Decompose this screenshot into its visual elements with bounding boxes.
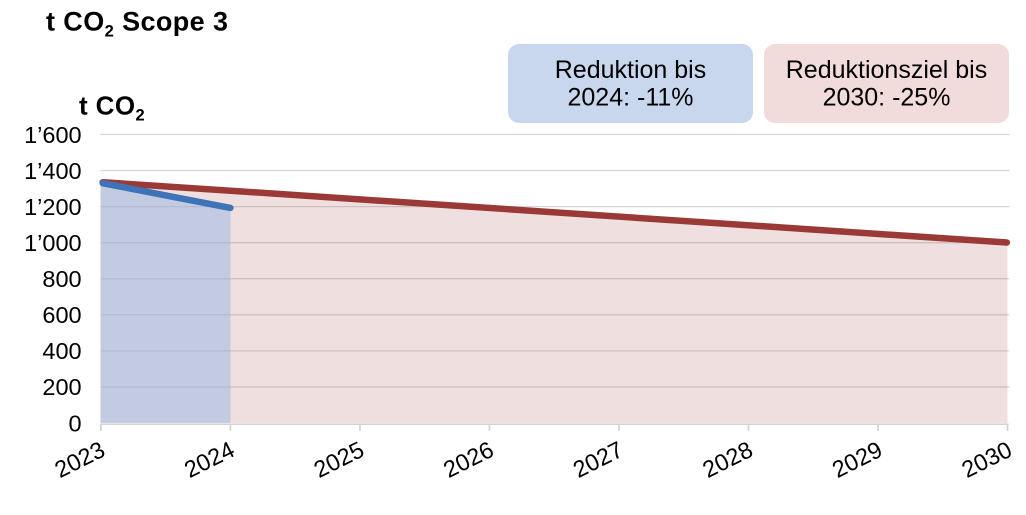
svg-text:t CO2: t CO2 — [79, 90, 145, 124]
svg-text:200: 200 — [42, 374, 81, 400]
svg-text:600: 600 — [42, 302, 81, 328]
svg-text:1’200: 1’200 — [24, 194, 82, 220]
svg-text:1’600: 1’600 — [24, 122, 82, 148]
svg-text:2024: -11%: 2024: -11% — [567, 84, 693, 112]
svg-text:800: 800 — [42, 266, 81, 292]
svg-text:1’000: 1’000 — [24, 230, 82, 256]
svg-text:0: 0 — [69, 410, 82, 436]
svg-text:400: 400 — [42, 338, 81, 364]
svg-text:2030: -25%: 2030: -25% — [823, 84, 951, 112]
svg-text:Reduktionsziel bis: Reduktionsziel bis — [786, 56, 988, 84]
svg-text:Reduktion bis: Reduktion bis — [555, 56, 706, 84]
svg-text:1’400: 1’400 — [24, 158, 82, 184]
svg-text:t CO2 Scope 3: t CO2 Scope 3 — [46, 6, 228, 40]
